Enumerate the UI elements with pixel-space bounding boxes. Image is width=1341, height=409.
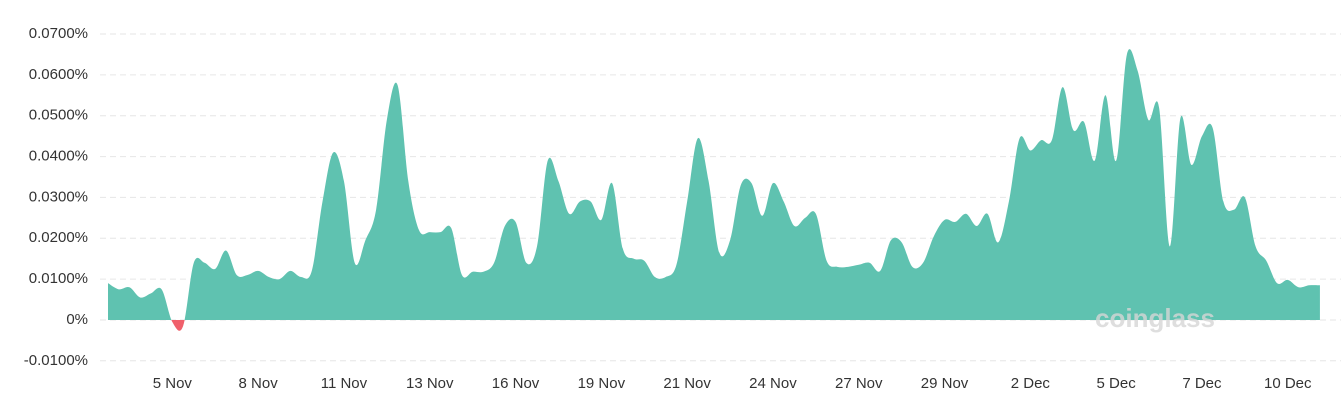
y-tick-label: 0.0300% bbox=[29, 188, 88, 205]
y-tick-label: 0.0600% bbox=[29, 66, 88, 83]
x-tick-label: 7 Dec bbox=[1182, 375, 1222, 392]
x-tick-label: 16 Nov bbox=[492, 375, 540, 392]
y-tick-label: 0.0700% bbox=[29, 25, 88, 42]
x-tick-label: 29 Nov bbox=[921, 375, 969, 392]
x-tick-label: 21 Nov bbox=[663, 375, 711, 392]
plot bbox=[108, 49, 1320, 331]
y-tick-label: -0.0100% bbox=[24, 352, 88, 369]
x-tick-label: 10 Dec bbox=[1264, 375, 1312, 392]
x-tick-label: 11 Nov bbox=[321, 375, 368, 392]
y-tick-label: 0.0200% bbox=[29, 229, 88, 246]
x-tick-label: 8 Nov bbox=[239, 375, 279, 392]
y-tick-label: 0% bbox=[66, 311, 88, 328]
x-tick-label: 2 Dec bbox=[1011, 375, 1051, 392]
area bbox=[108, 49, 1320, 320]
x-tick-label: 13 Nov bbox=[406, 375, 454, 392]
y-tick-label: 0.0100% bbox=[29, 270, 88, 287]
x-tick-label: 5 Nov bbox=[153, 375, 193, 392]
x-tick-label: 5 Dec bbox=[1097, 375, 1137, 392]
x-tick-label: 24 Nov bbox=[749, 375, 797, 392]
labels: -0.0100% 0% 0.0100% 0.0200% 0.0300% 0.0400% 0.… bbox=[24, 25, 1312, 392]
x-tick-label: 27 Nov bbox=[835, 375, 883, 392]
x-tick-label: 19 Nov bbox=[578, 375, 626, 392]
y-tick-label: 0.0400% bbox=[29, 148, 88, 165]
y-tick-label: 0.0500% bbox=[29, 107, 88, 124]
watermark: coinglass bbox=[1095, 303, 1215, 333]
